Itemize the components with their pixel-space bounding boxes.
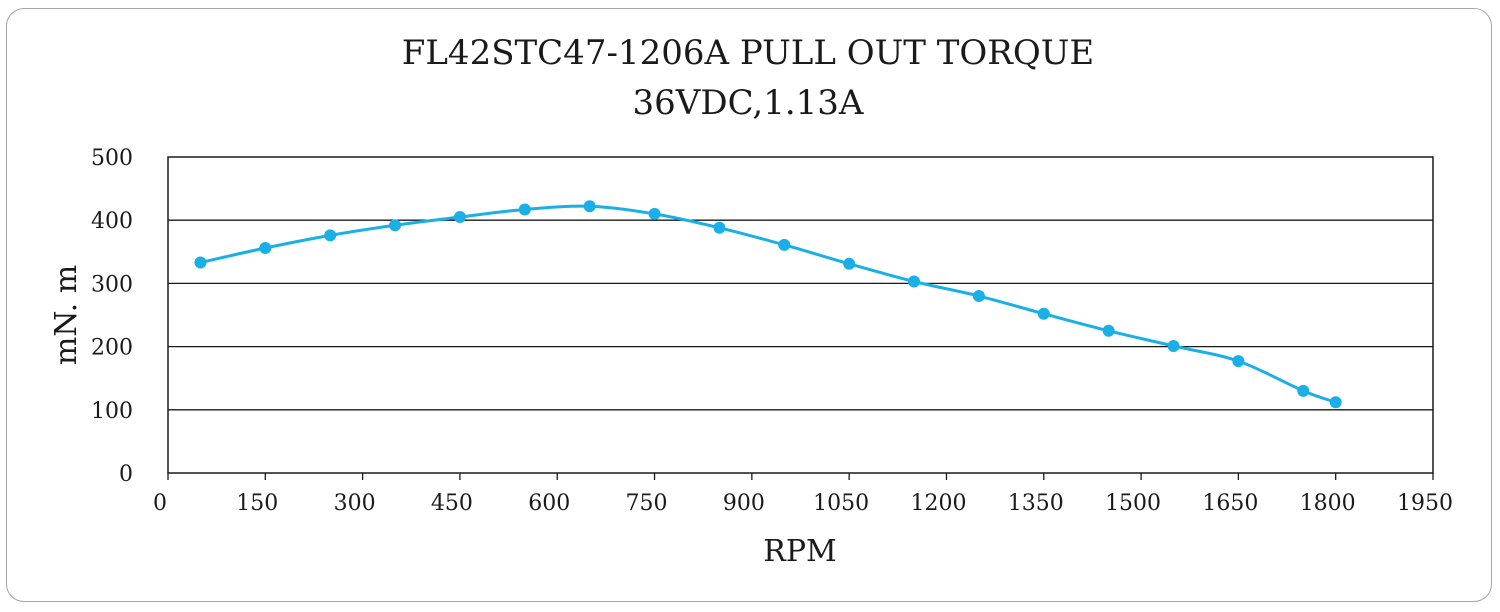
data-point: [1232, 355, 1245, 368]
y-tick-label: 100: [91, 399, 133, 424]
series-line: [200, 204, 1337, 404]
data-point: [194, 256, 207, 269]
data-point: [453, 211, 466, 224]
data-point: [1102, 324, 1115, 337]
data-point: [648, 207, 661, 220]
y-tick-label: 0: [119, 462, 133, 487]
x-tick-label: 1650: [1202, 491, 1258, 516]
torque-series: [194, 200, 1342, 409]
y-axis-label: mN. m: [49, 265, 84, 365]
y-tick-label: 300: [91, 272, 133, 297]
data-point: [1037, 307, 1050, 320]
x-tick-label: 750: [626, 491, 668, 516]
data-point: [713, 221, 726, 234]
chart-subtitle: 36VDC,1.13A: [633, 83, 864, 123]
x-tick-label: 450: [431, 491, 473, 516]
data-point: [518, 203, 531, 216]
plot-area: [167, 156, 1434, 474]
data-point: [1297, 384, 1310, 397]
y-tick-label: 400: [91, 209, 133, 234]
x-tick-label: 150: [236, 491, 278, 516]
data-point: [259, 242, 272, 255]
data-point: [778, 238, 791, 251]
data-point: [908, 275, 921, 288]
data-point: [583, 200, 596, 213]
x-tick-label: 0: [153, 491, 167, 516]
data-point: [843, 257, 856, 270]
data-point: [1329, 396, 1342, 409]
data-point: [324, 229, 337, 242]
y-tick-label: 200: [91, 336, 133, 361]
x-tick-label: 1950: [1397, 491, 1453, 516]
x-tick-label: 300: [334, 491, 376, 516]
plot-border: [167, 156, 1434, 474]
data-point: [389, 219, 402, 232]
x-tick-label: 1500: [1105, 491, 1161, 516]
x-tick-label: 1350: [1008, 491, 1064, 516]
x-tick-labels: 0 150 300 450 600 750 900 1050 1200 1350 1500 1650 1…: [153, 473, 1453, 516]
data-point: [972, 290, 985, 303]
grid-lines: [168, 219, 1433, 411]
data-point: [1167, 339, 1180, 352]
chart-title: FL42STC47-1206A PULL OUT TORQUE: [402, 33, 1094, 73]
y-tick-label: 500: [91, 146, 133, 171]
x-tick-label: 1800: [1300, 491, 1356, 516]
chart-frame: [6, 8, 1492, 602]
x-axis-label: RPM: [763, 534, 837, 569]
x-tick-label: 900: [723, 491, 765, 516]
x-tick-label: 1200: [910, 491, 966, 516]
x-tick-label: 600: [528, 491, 570, 516]
y-tick-labels: 0 100 200 300 400 500: [91, 146, 133, 487]
x-tick-label: 1050: [813, 491, 869, 516]
